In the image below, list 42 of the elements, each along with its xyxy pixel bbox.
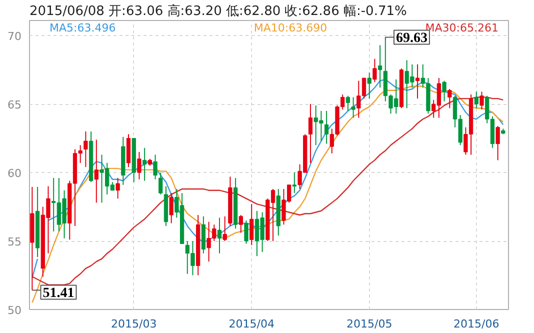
x-tick-label: 2015/06 xyxy=(454,318,500,330)
candlestick xyxy=(351,96,356,118)
candlestick xyxy=(116,178,120,200)
candlestick xyxy=(250,204,254,246)
candlestick xyxy=(308,104,313,164)
candlestick xyxy=(238,214,243,234)
candlestick xyxy=(94,139,98,204)
candlestick xyxy=(474,91,478,109)
text: MA30:65.261 xyxy=(425,22,499,34)
y-tick-label: 55 xyxy=(8,236,22,249)
candlestick xyxy=(244,220,248,244)
x-tick-label: 2015/03 xyxy=(111,318,157,330)
y-tick-label: 65 xyxy=(8,98,22,112)
candlestick xyxy=(169,192,174,224)
text: MA5:63.496 xyxy=(50,22,116,34)
candlestick xyxy=(480,91,484,110)
y-tick-label: 50 xyxy=(8,304,22,317)
x-tick-label: 2015/04 xyxy=(228,318,274,330)
candlestick xyxy=(222,216,227,242)
candlestick xyxy=(496,125,500,161)
candlestick xyxy=(324,110,329,144)
candlestick xyxy=(442,80,446,102)
candlestick xyxy=(292,172,296,194)
candlestick xyxy=(153,154,158,180)
annotation: 69.63 xyxy=(396,31,428,46)
annotation: 51.41 xyxy=(42,286,74,302)
candlestick xyxy=(346,95,350,112)
x-tick-label: 2015/05 xyxy=(346,318,392,330)
candlestick xyxy=(158,172,163,195)
chart-title: 2015/06/08 开:63.06 高:63.20 低:62.80 收:62.86 幅:-0.71% xyxy=(30,3,407,19)
candlestick xyxy=(217,217,222,254)
candlestick xyxy=(142,147,147,182)
y-tick-label: 60 xyxy=(8,167,22,180)
candlestick xyxy=(415,64,420,100)
y-tick-label: 70 xyxy=(8,30,22,44)
candlestick xyxy=(378,44,382,88)
candlestick xyxy=(84,130,88,168)
candlestick xyxy=(448,88,452,109)
candlestick xyxy=(137,151,142,180)
candlestick xyxy=(372,58,377,83)
candlestick xyxy=(367,72,372,100)
text: MA10:63.690 xyxy=(254,22,328,34)
